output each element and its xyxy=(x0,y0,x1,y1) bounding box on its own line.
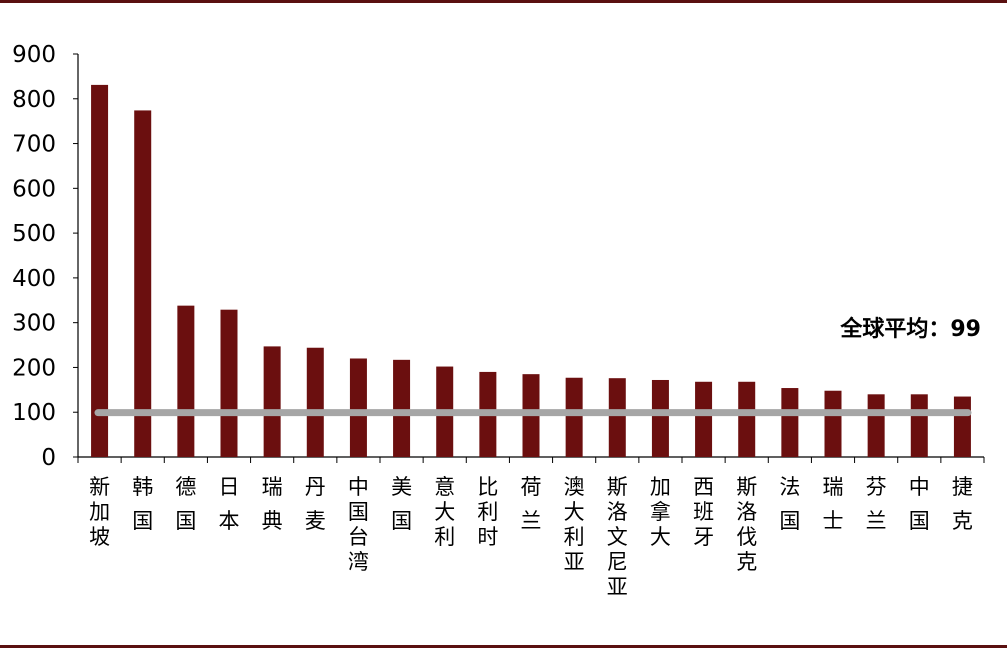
x-tick-label: 加拿大 xyxy=(650,475,671,549)
bottom-border xyxy=(0,645,1007,648)
x-tick-label: 比利时 xyxy=(477,475,498,549)
x-tick-label: 新加坡 xyxy=(89,475,110,549)
bar xyxy=(134,110,152,458)
y-tick-label: 600 xyxy=(12,176,56,202)
bar xyxy=(695,381,713,457)
bar xyxy=(177,305,195,457)
x-tick-label: 芬兰 xyxy=(866,475,887,533)
x-tick-label: 捷克 xyxy=(952,475,973,533)
x-tick-label: 斯洛伐克 xyxy=(736,475,757,574)
bar xyxy=(608,378,626,457)
y-tick-label: 700 xyxy=(12,132,56,158)
x-tick-label: 斯洛文尼亚 xyxy=(607,475,628,599)
x-tick-label: 瑞典 xyxy=(262,475,283,533)
bar xyxy=(349,358,367,457)
bar xyxy=(738,381,756,457)
average-line-group: 全球平均：99 xyxy=(94,316,981,417)
bar xyxy=(953,396,971,457)
y-tick-label: 0 xyxy=(41,445,56,471)
x-tick-label: 法国 xyxy=(779,475,800,533)
bar xyxy=(220,309,238,457)
top-border xyxy=(0,0,1007,3)
bar xyxy=(781,388,799,457)
x-tick-label: 日本 xyxy=(219,475,240,533)
bar xyxy=(565,377,583,457)
bar xyxy=(910,394,928,457)
x-tick-label: 澳大利亚 xyxy=(564,475,585,574)
y-tick-label: 400 xyxy=(12,266,56,292)
y-tick-label: 500 xyxy=(12,221,56,247)
x-tick-label: 荷兰 xyxy=(521,475,542,533)
y-axis: 0 100 200 300 400 500 600 700 800 900 xyxy=(12,42,79,471)
x-axis xyxy=(77,456,985,463)
x-tick-label: 韩国 xyxy=(132,475,153,533)
bars xyxy=(91,84,971,458)
x-tick-label: 美国 xyxy=(391,475,412,533)
bar xyxy=(91,84,109,457)
y-tick-label: 100 xyxy=(12,400,56,426)
x-tick-label: 丹麦 xyxy=(305,475,326,533)
bar xyxy=(306,347,324,457)
bar xyxy=(651,379,669,457)
average-line-label: 全球平均：99 xyxy=(839,316,981,342)
bar xyxy=(824,390,842,457)
y-tick-label: 300 xyxy=(12,311,56,337)
x-tick-label: 瑞士 xyxy=(823,475,844,533)
bar xyxy=(263,346,281,457)
x-tick-label: 中国台湾 xyxy=(348,475,369,574)
x-tick-label: 德国 xyxy=(175,475,196,533)
x-tick-label: 意大利 xyxy=(434,475,455,549)
x-tick-label: 西班牙 xyxy=(693,475,714,549)
bar xyxy=(393,359,411,457)
y-tick-label: 900 xyxy=(12,42,56,68)
y-tick-label: 800 xyxy=(12,87,56,113)
y-tick-label: 200 xyxy=(12,355,56,381)
bar xyxy=(867,394,885,457)
x-tick-label: 中国 xyxy=(909,475,930,533)
